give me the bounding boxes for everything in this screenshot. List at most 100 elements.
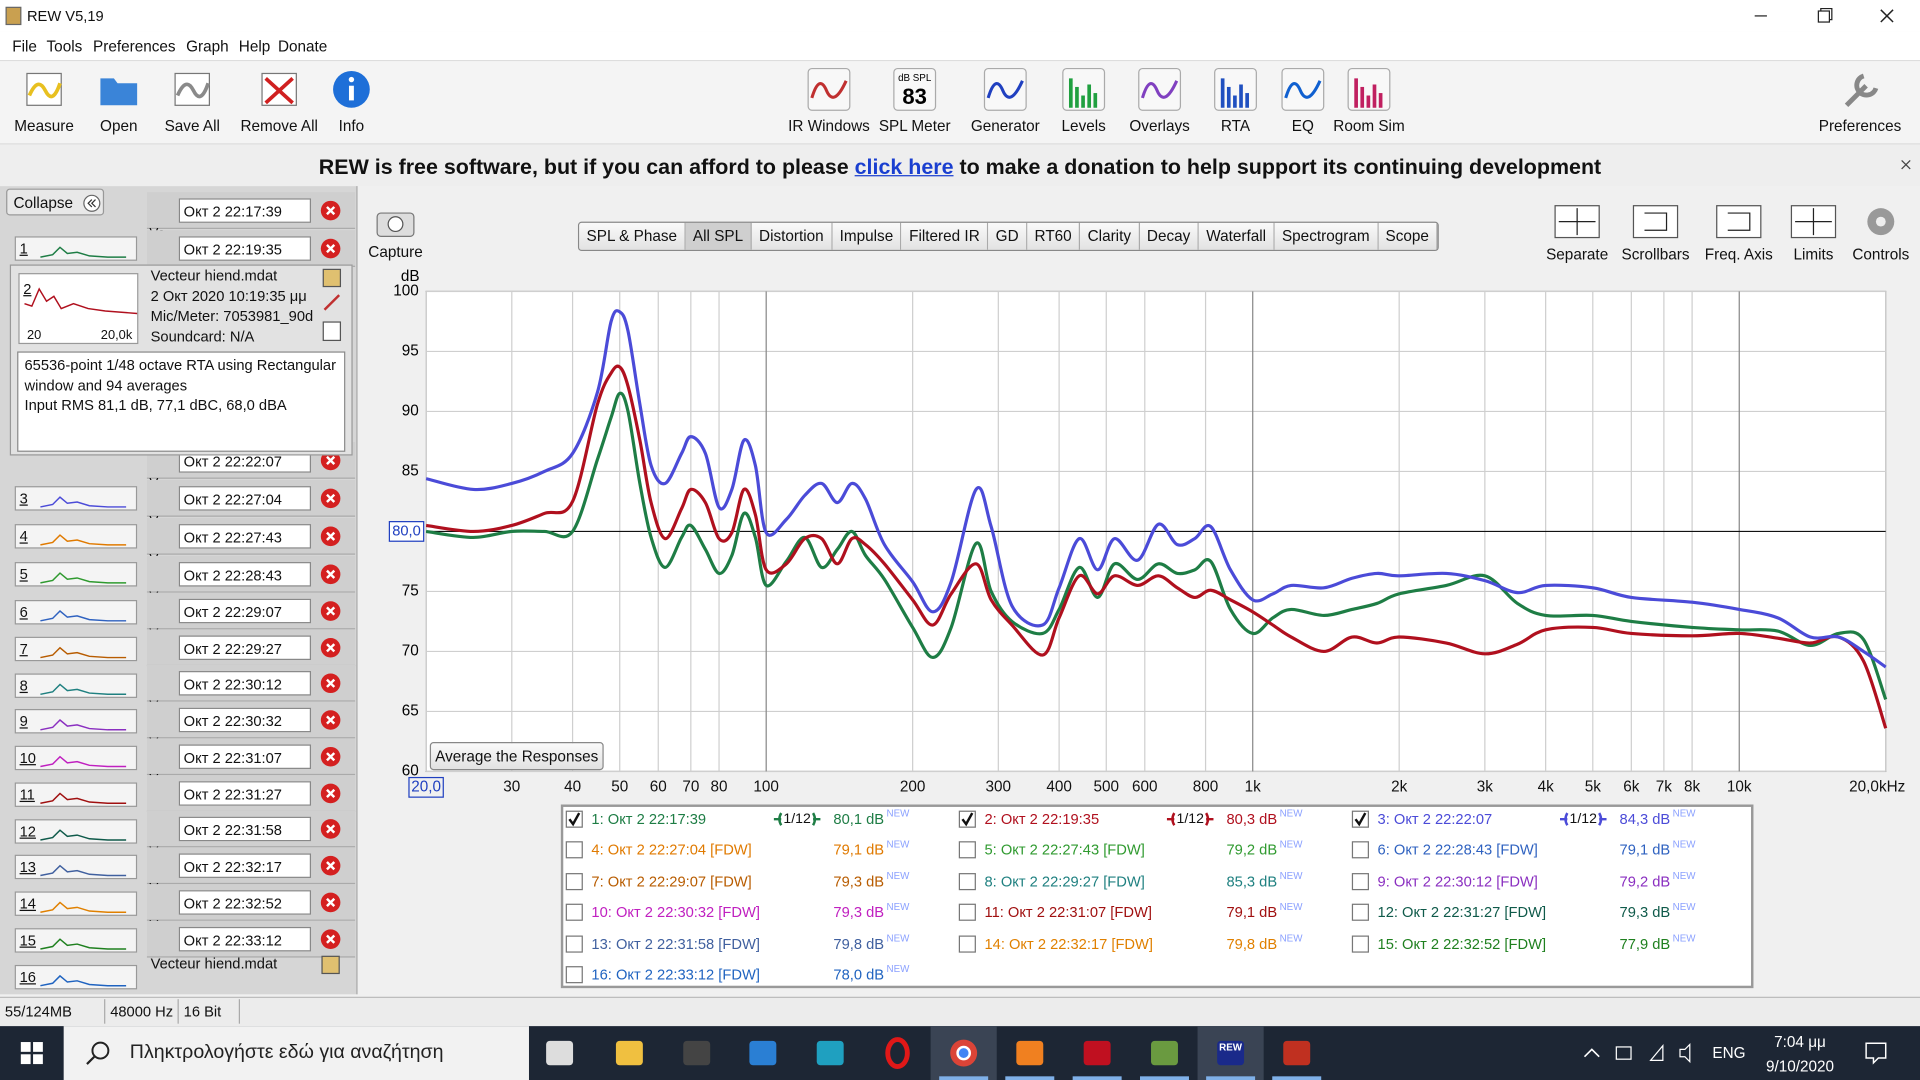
- remove-measurement[interactable]: [320, 929, 341, 949]
- measurement-thumbnail[interactable]: 8: [14, 673, 138, 698]
- collapse-button[interactable]: Collapse: [6, 188, 105, 216]
- search-box[interactable]: Πληκτρολογήστε εδώ για αναζήτηση: [63, 1026, 529, 1080]
- legend-label[interactable]: 13: Окт 2 22:31:58 [FDW]: [591, 935, 760, 953]
- measurement-thumbnail[interactable]: 3: [14, 486, 138, 511]
- graph-tab[interactable]: Clarity: [1080, 222, 1140, 250]
- measurement-name-field[interactable]: Окт 2 22:19:35: [178, 236, 312, 261]
- toolbar-button[interactable]: SPL Meter: [878, 117, 951, 135]
- measurement-thumbnail[interactable]: 16: [14, 964, 138, 990]
- remove-measurement[interactable]: [320, 526, 341, 547]
- measurement-thumbnail[interactable]: 1: [14, 236, 138, 261]
- graph-tool-button[interactable]: Freq. Axis: [1704, 246, 1773, 264]
- remove-measurement[interactable]: [320, 710, 341, 730]
- legend-label[interactable]: 10: Окт 2 22:30:32 [FDW]: [591, 903, 760, 922]
- measurement-name-field[interactable]: Окт 2 22:27:43: [178, 524, 312, 549]
- legend-checkbox[interactable]: [565, 966, 583, 984]
- taskbar-app[interactable]: [615, 1038, 644, 1067]
- legend-label[interactable]: 3: Окт 2 22:22:07: [1377, 810, 1493, 828]
- legend-label[interactable]: 7: Окт 2 22:29:07 [FDW]: [591, 872, 752, 890]
- legend-label[interactable]: 5: Окт 2 22:27:43 [FDW]: [984, 841, 1145, 859]
- toolbar-button[interactable]: Levels: [1061, 117, 1106, 135]
- legend-label[interactable]: 6: Окт 2 22:28:43 [FDW]: [1377, 841, 1538, 859]
- legend-label[interactable]: 14: Окт 2 22:32:17 [FDW]: [984, 935, 1153, 953]
- measurement-name-field[interactable]: Окт 2 22:30:12: [178, 671, 312, 696]
- donate-link[interactable]: click here: [854, 154, 954, 179]
- measurement-thumbnail[interactable]: 7: [14, 636, 138, 662]
- graph-tool-button[interactable]: Limits: [1793, 246, 1834, 264]
- measurement-name-field[interactable]: Окт 2 22:27:04: [178, 486, 312, 511]
- graph-tab[interactable]: SPL & Phase: [579, 222, 686, 250]
- measurement-name-field[interactable]: Окт 2 22:32:52: [178, 890, 312, 915]
- legend-label[interactable]: 12: Окт 2 22:31:27 [FDW]: [1377, 903, 1547, 922]
- menu-item[interactable]: Help: [238, 37, 271, 56]
- graph-tool-button[interactable]: Controls: [1852, 246, 1910, 264]
- measurement-thumbnail[interactable]: 14: [14, 891, 138, 916]
- graph-tab[interactable]: Waterfall: [1198, 222, 1275, 250]
- toolbar-button[interactable]: EQ: [1291, 117, 1314, 135]
- remove-measurement[interactable]: [320, 819, 341, 839]
- measurement-thumbnail[interactable]: 13: [14, 854, 138, 880]
- taskbar-app[interactable]: [816, 1038, 845, 1067]
- legend-checkbox[interactable]: [1351, 935, 1369, 953]
- toolbar-button[interactable]: Info: [338, 117, 365, 135]
- legend-checkbox[interactable]: [958, 935, 976, 953]
- measurement-name-field[interactable]: Окт 2 22:17:39: [178, 198, 312, 223]
- measurement-thumbnail[interactable]: 2 20 20,0k: [18, 273, 139, 345]
- measurement-thumbnail[interactable]: 15: [14, 928, 138, 953]
- graph-tab[interactable]: Distortion: [751, 222, 833, 250]
- average-button[interactable]: Average the Responses: [429, 742, 604, 771]
- legend-checkbox[interactable]: [958, 810, 976, 828]
- measurement-name-field[interactable]: Окт 2 22:32:17: [178, 853, 312, 878]
- measurement-thumbnail[interactable]: 6: [14, 600, 138, 625]
- measurement-name-field[interactable]: Окт 2 22:29:07: [178, 598, 312, 624]
- legend-label[interactable]: 15: Окт 2 22:32:52 [FDW]: [1377, 935, 1547, 953]
- legend-checkbox[interactable]: [565, 810, 583, 828]
- menu-item[interactable]: Donate: [277, 37, 328, 56]
- measurement-name-field[interactable]: Окт 2 22:31:07: [178, 744, 312, 769]
- measurement-name-field[interactable]: Окт 2 22:31:27: [178, 781, 312, 806]
- measurement-name-field[interactable]: Окт 2 22:30:32: [178, 707, 312, 733]
- graph-tool-button[interactable]: Separate: [1546, 246, 1609, 264]
- toolbar-button[interactable]: Open: [100, 117, 138, 135]
- measurement-thumbnail[interactable]: 12: [14, 819, 138, 844]
- legend-label[interactable]: 1: Окт 2 22:17:39: [591, 810, 707, 828]
- graph-tab[interactable]: RT60: [1027, 222, 1081, 250]
- menu-item[interactable]: Graph: [186, 37, 229, 56]
- remove-measurement[interactable]: [320, 746, 341, 767]
- legend-checkbox[interactable]: [1351, 872, 1369, 890]
- measurement-thumbnail[interactable]: 10: [14, 745, 138, 771]
- graph-tab[interactable]: Decay: [1139, 222, 1199, 250]
- legend-label[interactable]: 9: Окт 2 22:30:12 [FDW]: [1377, 872, 1538, 890]
- remove-measurement[interactable]: [320, 783, 341, 804]
- notification-button[interactable]: [1864, 1041, 1888, 1065]
- remove-measurement[interactable]: [320, 673, 341, 694]
- legend-label[interactable]: 8: Окт 2 22:29:27 [FDW]: [984, 872, 1145, 890]
- legend-label[interactable]: 11: Окт 2 22:31:07 [FDW]: [984, 903, 1152, 922]
- taskbar-app[interactable]: [545, 1038, 574, 1067]
- taskbar-app[interactable]: [1015, 1038, 1044, 1067]
- remove-measurement[interactable]: [320, 488, 341, 509]
- graph-tab[interactable]: GD: [988, 222, 1028, 250]
- measurement-name-field[interactable]: Окт 2 22:29:27: [178, 635, 312, 660]
- remove-measurement[interactable]: [320, 238, 341, 259]
- remove-measurement[interactable]: [320, 564, 341, 585]
- taskbar-app[interactable]: [1150, 1038, 1179, 1067]
- taskbar-app[interactable]: [1082, 1038, 1111, 1067]
- graph-tool-button[interactable]: Scrollbars: [1621, 246, 1690, 264]
- taskbar-app[interactable]: REW: [1216, 1038, 1245, 1067]
- taskbar-app[interactable]: [748, 1038, 777, 1067]
- legend-checkbox[interactable]: [565, 841, 583, 859]
- remove-measurement[interactable]: [320, 855, 341, 876]
- measurement-name-field[interactable]: Окт 2 22:33:12: [178, 926, 312, 952]
- legend-label[interactable]: 2: Окт 2 22:19:35: [984, 810, 1100, 828]
- toolbar-button[interactable]: Preferences: [1818, 117, 1902, 135]
- remove-measurement[interactable]: [320, 892, 341, 913]
- measurement-thumbnail[interactable]: 4: [14, 524, 138, 549]
- toolbar-button[interactable]: Overlays: [1129, 117, 1190, 135]
- toolbar-button[interactable]: Room Sim: [1333, 117, 1405, 135]
- toolbar-button[interactable]: Save All: [164, 117, 220, 135]
- legend-checkbox[interactable]: [565, 872, 583, 890]
- measurement-thumbnail[interactable]: 5: [14, 562, 138, 587]
- legend-checkbox[interactable]: [1351, 841, 1369, 859]
- taskbar-app[interactable]: [1282, 1038, 1311, 1067]
